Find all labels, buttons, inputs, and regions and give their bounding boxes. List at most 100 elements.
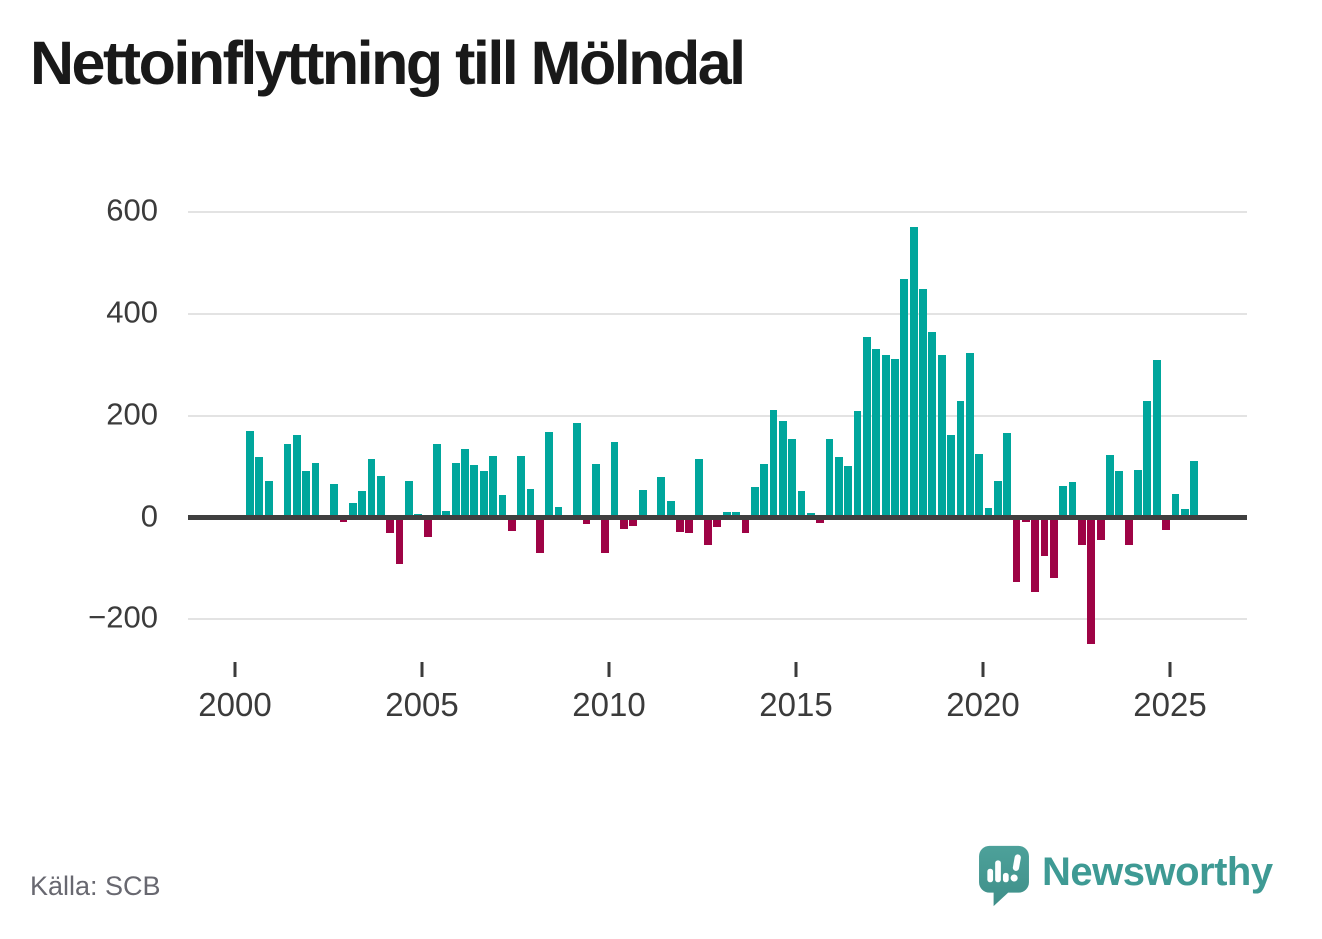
- bar-2017-q3: [891, 359, 899, 520]
- bar-2021-q2: [1031, 517, 1040, 593]
- bar-2020-q2: [993, 480, 1002, 520]
- bar-2007-q4: [526, 489, 535, 520]
- y-axis-label: 200: [106, 396, 158, 432]
- bar-2002-q1: [311, 463, 320, 520]
- gridline-600: [188, 211, 1247, 214]
- bar-2023-q1: [1096, 517, 1105, 540]
- bar-2019-q1: [947, 435, 955, 520]
- y-axis-label: 400: [106, 294, 158, 330]
- bar-2022-q4: [1087, 517, 1096, 644]
- bar-2017-q1: [872, 349, 881, 520]
- bar-2023-q3: [1115, 470, 1124, 520]
- bar-2007-q2: [507, 517, 516, 532]
- bar-2004-q3: [405, 480, 413, 520]
- bar-2001-q2: [283, 443, 292, 520]
- bar-2015-q3: [816, 517, 825, 524]
- x-axis-label: 2020: [946, 686, 1020, 723]
- bar-2004-q2: [395, 517, 404, 564]
- bar-2018-q2: [919, 288, 927, 520]
- bar-2012-q4: [713, 517, 722, 527]
- bar-2009-q1: [573, 423, 582, 520]
- bar-2018-q3: [928, 332, 937, 520]
- chart-title: Nettoinflyttning till Mölndal: [30, 29, 746, 97]
- bar-2020-q1: [984, 508, 993, 520]
- y-axis-label: −200: [88, 599, 158, 635]
- source-note: Källa: SCB: [30, 871, 161, 901]
- bar-2014-q3: [778, 420, 787, 520]
- x-axis-tick-2000: [233, 662, 237, 677]
- bar-2015-q1: [797, 490, 806, 520]
- bar-2015-q4: [825, 438, 834, 520]
- bar-2025-q1: [1171, 494, 1180, 520]
- x-axis-tick-2005: [420, 662, 424, 677]
- bar-2017-q4: [900, 278, 909, 520]
- bar-2014-q4: [788, 438, 797, 520]
- bar-2008-q2: [545, 431, 554, 520]
- bar-2000-q4: [264, 480, 273, 520]
- gridline-200: [188, 414, 1247, 417]
- bar-2014-q1: [760, 463, 769, 520]
- bar-2021-q3: [1040, 517, 1049, 556]
- bar-2024-q2: [1143, 400, 1152, 520]
- y-axis-label: 600: [106, 192, 158, 228]
- bar-2009-q4: [601, 517, 610, 553]
- bar-2010-q3: [629, 517, 638, 526]
- bar-2011-q2: [657, 477, 666, 520]
- bar-2023-q2: [1106, 455, 1114, 520]
- bar-2016-q3: [853, 410, 862, 520]
- bar-2019-q3: [965, 353, 974, 520]
- bar-2019-q4: [975, 454, 983, 520]
- bar-2024-q3: [1152, 359, 1161, 520]
- x-axis-tick-2025: [1168, 662, 1172, 677]
- bar-2004-q1: [386, 517, 395, 534]
- x-axis-zero-line: [188, 515, 1247, 520]
- bar-2000-q3: [255, 457, 264, 520]
- bar-2005-q4: [451, 462, 460, 520]
- x-axis-tick-2020: [981, 662, 985, 677]
- bar-2002-q3: [330, 483, 339, 520]
- x-axis-label: 2005: [385, 686, 459, 723]
- bar-2005-q1: [423, 517, 432, 537]
- bar-2001-q4: [302, 470, 311, 520]
- bar-2024-q1: [1134, 470, 1142, 520]
- bar-2001-q3: [292, 434, 301, 520]
- bar-2024-q4: [1162, 517, 1170, 530]
- bar-2003-q3: [367, 458, 376, 520]
- bar-2009-q2: [582, 517, 591, 524]
- bar-2007-q3: [517, 456, 525, 520]
- bar-2025-q2: [1180, 509, 1189, 520]
- bar-2025-q3: [1190, 460, 1198, 520]
- bar-2010-q2: [620, 517, 628, 530]
- bar-2003-q1: [348, 503, 357, 520]
- bar-2012-q2: [694, 458, 703, 520]
- x-axis-label: 2010: [572, 686, 646, 723]
- bar-2021-q4: [1049, 517, 1058, 578]
- bar-2016-q1: [835, 456, 843, 520]
- x-axis-tick-2015: [794, 662, 798, 677]
- bar-2006-q1: [461, 449, 469, 520]
- bar-2020-q3: [1003, 432, 1012, 520]
- bar-2009-q3: [591, 463, 600, 520]
- bar-2008-q3: [554, 506, 563, 520]
- bar-2011-q4: [676, 517, 684, 532]
- bar-2006-q2: [470, 465, 479, 520]
- bar-2000-q2: [246, 431, 254, 520]
- bar-2019-q2: [956, 400, 965, 520]
- bar-2022-q3: [1078, 517, 1086, 545]
- x-axis-label: 2025: [1133, 686, 1207, 723]
- bar-2014-q2: [769, 409, 778, 520]
- bar-2013-q4: [750, 487, 759, 520]
- bar-2013-q3: [741, 517, 750, 534]
- bar-2016-q2: [844, 465, 853, 520]
- bar-2005-q2: [433, 443, 441, 520]
- bar-2011-q3: [666, 501, 675, 520]
- bar-2018-q1: [909, 226, 918, 520]
- bar-2020-q4: [1012, 517, 1021, 583]
- gridline-400: [188, 313, 1247, 316]
- y-axis-label: 0: [140, 498, 158, 534]
- bar-2022-q1: [1059, 485, 1068, 520]
- bar-2003-q4: [377, 475, 385, 520]
- bar-2007-q1: [498, 495, 507, 520]
